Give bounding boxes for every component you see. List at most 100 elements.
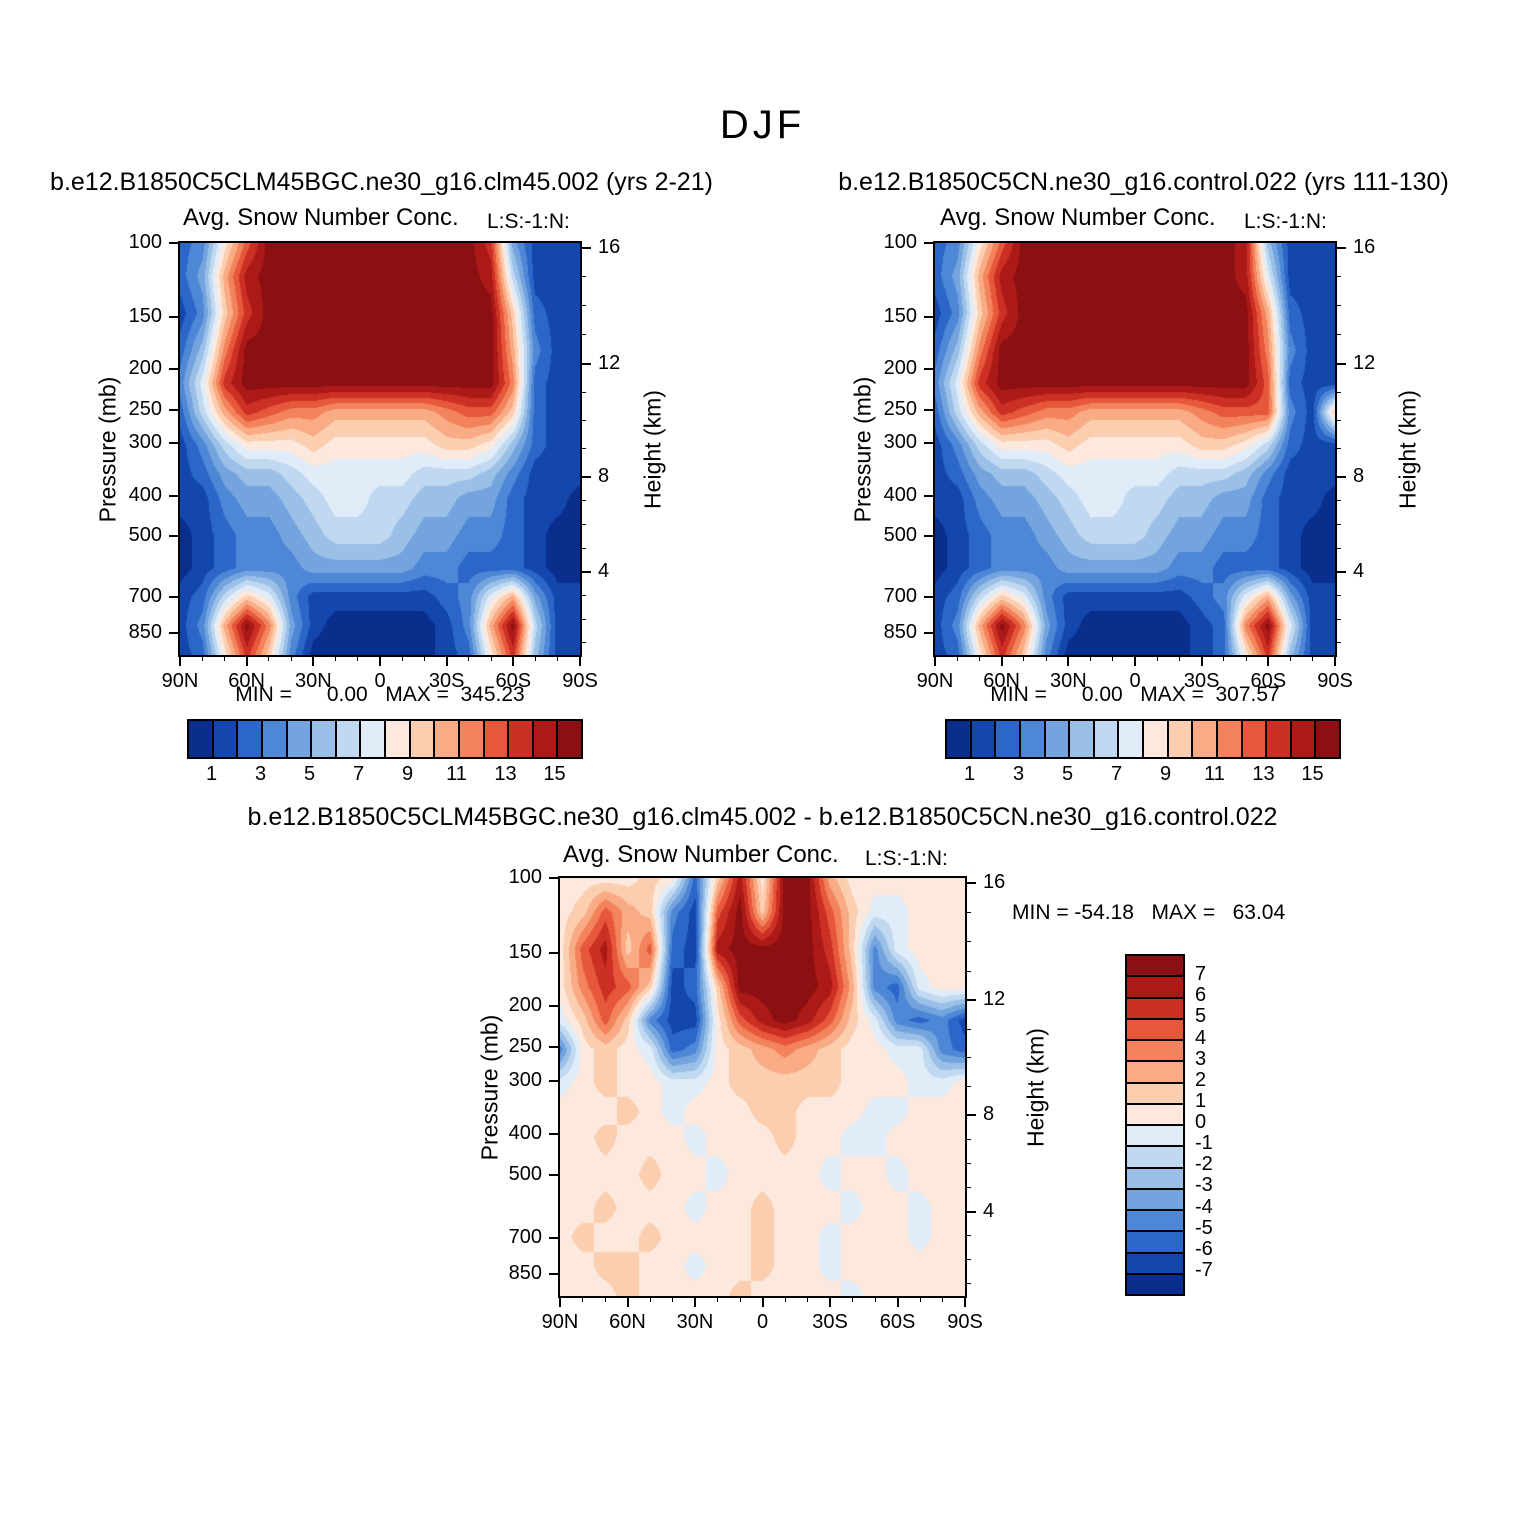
- latitude-minor-tick-mark: [290, 655, 292, 661]
- pressure-tick-mark: [924, 494, 935, 497]
- pressure-tick-label: 400: [128, 483, 162, 506]
- height-minor-tick-mark: [1335, 448, 1341, 450]
- colorbar-cell: [1289, 721, 1315, 757]
- latitude-minor-tick-mark: [335, 655, 337, 661]
- height-minor-tick-mark: [1335, 276, 1341, 278]
- pressure-tick-mark: [169, 315, 180, 318]
- height-minor-tick-mark: [965, 1235, 971, 1237]
- height-tick-label: 4: [1353, 559, 1365, 582]
- colorbar-label: -2: [1195, 1153, 1213, 1176]
- height-minor-tick-mark: [580, 500, 586, 502]
- pressure-tick-mark: [924, 368, 935, 371]
- pressure-tick-label: 300: [128, 431, 162, 454]
- colorbar-label: 9: [1159, 763, 1172, 785]
- colorbar-cell: [1127, 1251, 1183, 1273]
- latitude-minor-tick-mark: [672, 1296, 673, 1302]
- height-tick-mark: [580, 246, 591, 249]
- latitude-minor-tick-mark: [1023, 655, 1025, 661]
- height-tick-mark: [1335, 362, 1346, 365]
- latitude-tick-mark: [312, 655, 315, 666]
- height-tick-label: 16: [1353, 235, 1376, 258]
- pressure-tick-mark: [924, 535, 935, 538]
- pressure-tick-label: 150: [883, 304, 917, 327]
- figure-title: DJF: [719, 103, 806, 147]
- latitude-tick-mark: [626, 1296, 629, 1307]
- pressure-tick-mark: [549, 1046, 560, 1049]
- latitude-tick-label: 60S: [495, 670, 532, 692]
- pressure-tick-mark: [169, 408, 180, 411]
- pressure-tick-label: 700: [883, 585, 917, 608]
- latitude-minor-tick-mark: [357, 655, 359, 661]
- latitude-tick-label: 0: [1129, 670, 1141, 692]
- height-minor-tick-mark: [965, 1259, 971, 1261]
- height-tick-label: 8: [983, 1103, 995, 1126]
- height-tick-label: 4: [598, 559, 610, 582]
- colorbar-cell: [1127, 1272, 1183, 1294]
- latitude-minor-tick-mark: [423, 655, 425, 661]
- colorbar-label: 5: [303, 763, 316, 785]
- colorbar-cell: [433, 721, 458, 757]
- height-minor-tick-mark: [1335, 500, 1341, 502]
- latitude-minor-tick-mark: [1312, 655, 1314, 661]
- latitude-tick-label: 90N: [541, 1311, 579, 1333]
- colorbar-label: 7: [1195, 963, 1207, 986]
- latitude-tick-mark: [1134, 655, 1136, 666]
- colorbar-cell: [531, 721, 557, 757]
- pressure-tick-label: 200: [128, 357, 162, 380]
- pressure-tick-label: 500: [128, 524, 162, 547]
- colorbar-cell: [1117, 721, 1142, 757]
- latitude-minor-tick-mark: [739, 1296, 741, 1302]
- latitude-tick-mark: [245, 655, 248, 666]
- latitude-tick-mark: [179, 655, 181, 666]
- colorbar: [187, 719, 583, 759]
- latitude-minor-tick-mark: [1245, 655, 1247, 661]
- latitude-tick-mark: [1267, 655, 1270, 666]
- pressure-tick-mark: [924, 442, 935, 445]
- height-minor-tick-mark: [580, 642, 586, 644]
- latitude-tick-label: 90S: [947, 1311, 983, 1333]
- pressure-tick-mark: [924, 315, 935, 318]
- height-minor-tick-mark: [965, 1057, 971, 1059]
- colorbar-cell: [1166, 721, 1192, 757]
- colorbar-cell: [1127, 1209, 1183, 1231]
- colorbar-label: 1: [963, 763, 976, 785]
- pressure-tick-mark: [169, 242, 180, 244]
- colorbar-label: 11: [446, 763, 467, 785]
- pressure-tick-label: 700: [508, 1225, 542, 1248]
- colorbar-cell: [1240, 721, 1266, 757]
- colorbar-label: 9: [401, 763, 414, 785]
- pressure-tick-mark: [924, 242, 935, 244]
- colorbar-label: 5: [1061, 763, 1074, 785]
- pressure-tick-mark: [169, 442, 180, 445]
- height-minor-tick-mark: [965, 1283, 971, 1285]
- colorbar-label: 0: [1195, 1111, 1207, 1133]
- latitude-minor-tick-mark: [604, 1296, 606, 1302]
- latitude-minor-tick-mark: [874, 1296, 876, 1302]
- latitude-minor-tick-mark: [1156, 655, 1158, 661]
- colorbar-cell: [1127, 1081, 1183, 1103]
- pressure-tick-label: 500: [883, 524, 917, 547]
- height-minor-tick-mark: [580, 276, 586, 278]
- pressure-tick-mark: [549, 1236, 560, 1239]
- height-tick-mark: [965, 882, 976, 885]
- pressure-tick-mark: [549, 951, 560, 954]
- latitude-tick-label: 30N: [1049, 670, 1087, 692]
- height-minor-tick-mark: [1335, 618, 1341, 620]
- height-tick-mark: [965, 999, 976, 1002]
- latitude-tick-mark: [379, 655, 381, 666]
- pressure-tick-label: 850: [508, 1261, 542, 1284]
- pressure-tick-label: 200: [508, 994, 542, 1017]
- latitude-minor-tick-mark: [852, 1296, 853, 1302]
- colorbar-cell: [994, 721, 1019, 757]
- height-tick-label: 12: [598, 351, 621, 374]
- latitude-minor-tick-mark: [978, 655, 980, 661]
- height-minor-tick-mark: [965, 941, 971, 943]
- colorbar-cell: [1018, 721, 1044, 757]
- pressure-tick-label: 150: [128, 304, 162, 327]
- colorbar-cell: [334, 721, 360, 757]
- pressure-tick-mark: [549, 1080, 560, 1083]
- latitude-minor-tick-mark: [401, 655, 403, 661]
- colorbar-cell: [189, 721, 212, 757]
- colorbar-cell: [1127, 1017, 1183, 1039]
- pressure-tick-label: 850: [128, 620, 162, 643]
